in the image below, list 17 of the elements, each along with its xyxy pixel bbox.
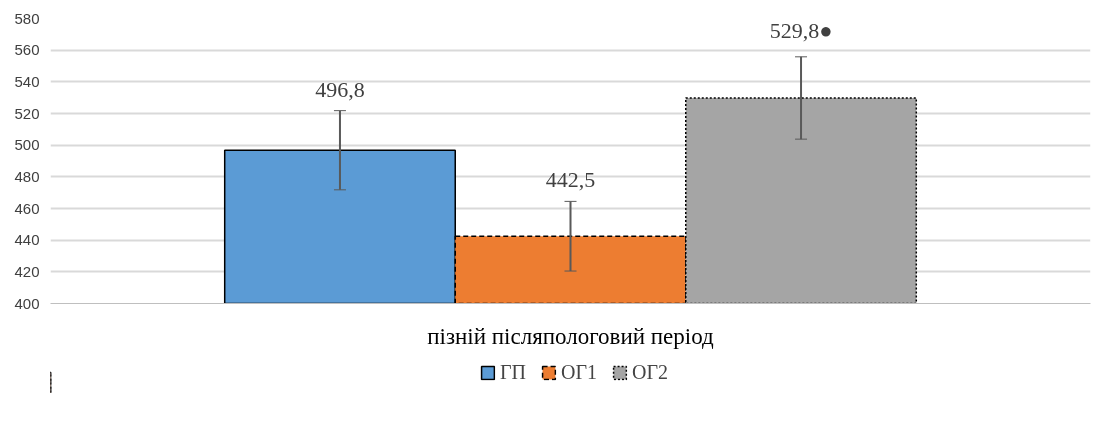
y-tick-label: 480 xyxy=(14,167,40,185)
data-label: 496,8 xyxy=(315,76,365,102)
x-tick-label: пізній післяпологовий період xyxy=(427,323,715,349)
y-tick-label: 520 xyxy=(14,104,40,122)
y-tick-label: 460 xyxy=(14,199,40,217)
data-label: 529,8● xyxy=(769,17,833,43)
data-label: 442,5 xyxy=(545,167,596,193)
y-tick-label: 580 xyxy=(14,9,40,27)
y-tick-label: 560 xyxy=(14,41,40,59)
y-tick-label: 540 xyxy=(14,72,40,90)
y-tick-label: 400 xyxy=(14,294,40,312)
legend-label: ОГ2 xyxy=(632,360,669,384)
legend-label: ГП xyxy=(499,360,526,384)
y-tick-label: 500 xyxy=(14,136,40,154)
legend-label: ОГ1 xyxy=(560,360,598,384)
y-tick-label: 420 xyxy=(14,262,40,280)
y-tick-label: 440 xyxy=(14,231,40,249)
